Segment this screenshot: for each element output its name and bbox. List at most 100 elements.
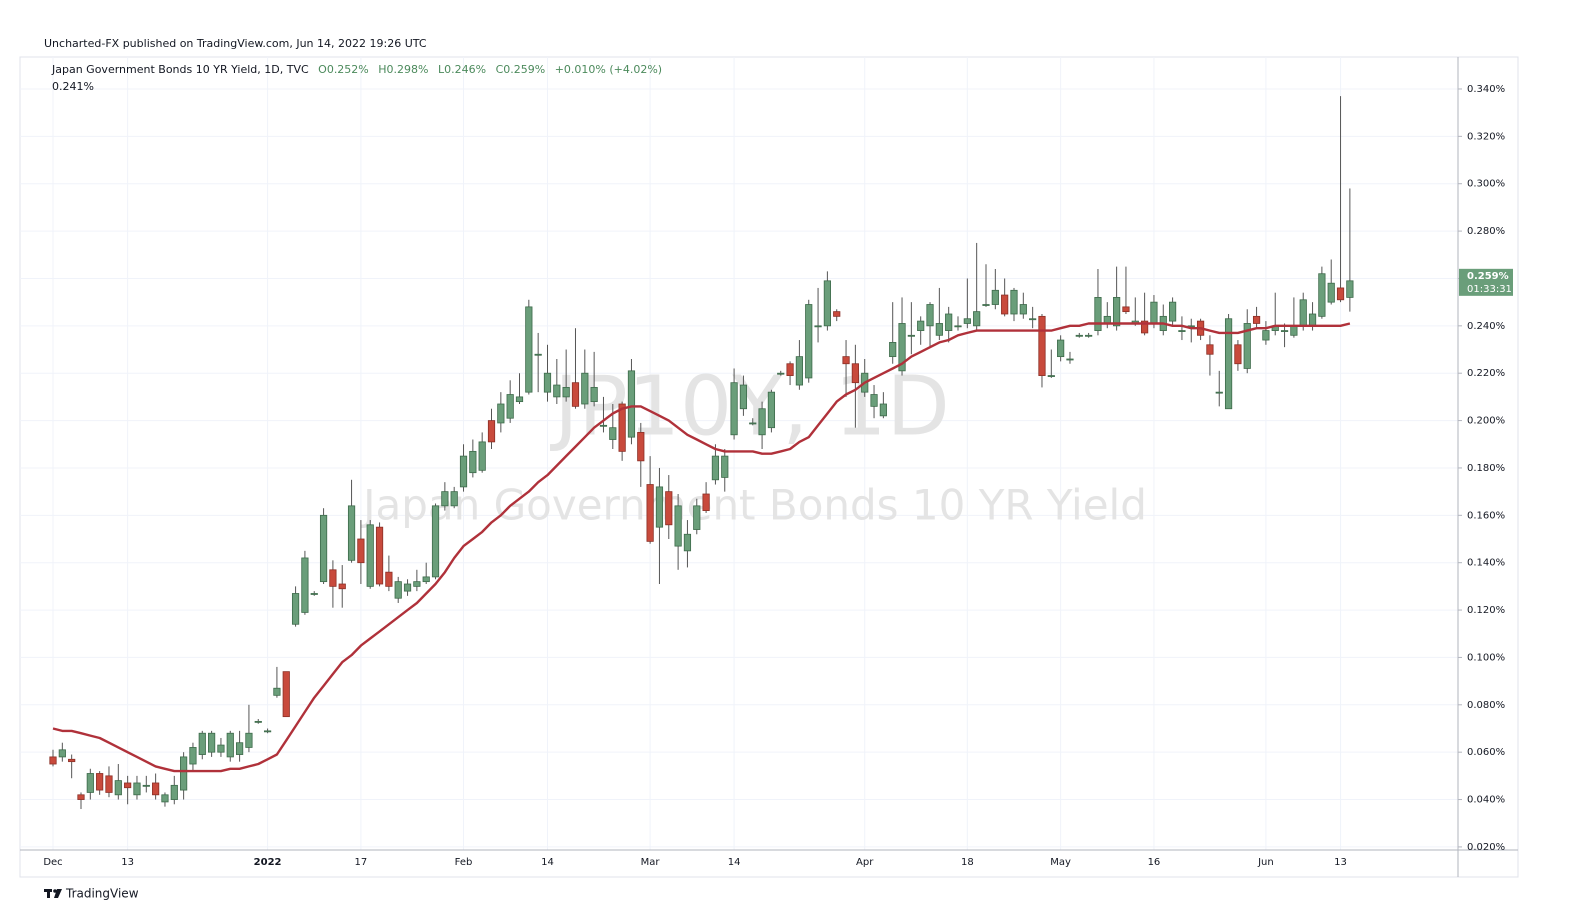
candle-body bbox=[1169, 301, 1177, 322]
candle-body bbox=[1150, 301, 1158, 324]
candle-body bbox=[77, 794, 85, 800]
candle-body bbox=[982, 304, 990, 306]
legend-change: +0.010% (+4.02%) bbox=[555, 63, 662, 76]
candle-body bbox=[263, 730, 272, 733]
y-tick-label: 0.280% bbox=[1467, 226, 1505, 237]
candle-body bbox=[431, 505, 440, 578]
candle-body bbox=[851, 363, 859, 384]
candle-body bbox=[758, 408, 766, 436]
candle-body bbox=[935, 323, 943, 336]
candle-body bbox=[1262, 330, 1270, 341]
plot bbox=[49, 96, 1354, 810]
candle-body bbox=[1029, 318, 1037, 321]
candle-body bbox=[1094, 297, 1102, 331]
candle-body bbox=[133, 782, 141, 796]
watermark: JP10Y, 1D bbox=[549, 359, 950, 454]
candle-body bbox=[543, 372, 552, 393]
candle-body bbox=[730, 382, 738, 436]
candle-body bbox=[1038, 315, 1046, 376]
publisher: Uncharted-FX published on TradingView.co… bbox=[44, 37, 427, 50]
candle-body bbox=[702, 493, 710, 511]
y-tick-label: 0.200% bbox=[1467, 416, 1505, 427]
candle-body bbox=[1010, 289, 1018, 315]
candle-body bbox=[226, 732, 234, 758]
candle-body bbox=[562, 387, 570, 398]
candle-body bbox=[1047, 375, 1055, 377]
y-tick-label: 0.340% bbox=[1467, 84, 1505, 95]
candle-body bbox=[683, 533, 692, 552]
candle-body bbox=[506, 394, 514, 419]
candle-body bbox=[413, 581, 421, 587]
candle-body bbox=[124, 782, 132, 789]
candle-body bbox=[301, 557, 309, 613]
candle-body bbox=[319, 514, 328, 583]
candle-body bbox=[273, 687, 281, 696]
candle-body bbox=[665, 491, 673, 526]
candle-body bbox=[1327, 282, 1335, 303]
legend: Japan Government Bonds 10 YR Yield, 1D, … bbox=[51, 63, 662, 76]
candle-body bbox=[973, 311, 981, 327]
candle-body bbox=[1085, 334, 1093, 337]
candle-body bbox=[1113, 297, 1121, 327]
candle-body bbox=[161, 794, 169, 803]
candle-body bbox=[1308, 313, 1317, 327]
candle-body bbox=[105, 775, 113, 793]
grid bbox=[20, 57, 1458, 850]
candle-body bbox=[1318, 273, 1326, 317]
candle-body bbox=[833, 311, 841, 317]
candle-body bbox=[954, 325, 962, 328]
x-tick-label: Feb bbox=[455, 857, 473, 868]
y-tick-label: 0.140% bbox=[1467, 558, 1505, 569]
candle-body bbox=[357, 538, 365, 564]
candle-body bbox=[1290, 325, 1298, 336]
candle-body bbox=[68, 758, 76, 763]
watermark-subtitle: Japan Government Bonds 10 YR Yield bbox=[360, 481, 1147, 530]
candle-body bbox=[534, 353, 542, 356]
candle-body bbox=[86, 773, 94, 793]
x-tick-label: Dec bbox=[43, 857, 62, 868]
candle-body bbox=[1178, 330, 1186, 332]
legend-high: H0.298% bbox=[378, 63, 428, 76]
y-tick-label: 0.040% bbox=[1467, 795, 1505, 806]
candle-body bbox=[1122, 306, 1130, 313]
candle-body bbox=[1234, 344, 1242, 365]
candle-body bbox=[721, 455, 729, 478]
candle-body bbox=[627, 370, 636, 438]
candle-body bbox=[282, 671, 290, 718]
candle-body bbox=[889, 342, 897, 358]
candle-body bbox=[1066, 358, 1074, 361]
x-tick-label: 14 bbox=[541, 857, 554, 868]
candle-body bbox=[571, 382, 580, 407]
y-tick-label: 0.180% bbox=[1467, 463, 1505, 474]
candle-body bbox=[245, 732, 253, 748]
x-tick-label: 17 bbox=[355, 857, 368, 868]
x-tick-label: 16 bbox=[1148, 857, 1161, 868]
candle-body bbox=[693, 505, 701, 530]
x-tick-label: 18 bbox=[961, 857, 974, 868]
candle-body bbox=[805, 304, 813, 379]
candle-body bbox=[711, 455, 720, 481]
candle-body bbox=[487, 420, 496, 443]
candle-body bbox=[795, 356, 804, 386]
candle-body bbox=[767, 391, 776, 429]
candle-body bbox=[114, 780, 122, 796]
candle-body bbox=[96, 773, 104, 791]
legend-low: L0.246% bbox=[438, 63, 486, 76]
x-tick-label: May bbox=[1050, 857, 1071, 868]
candle-body bbox=[469, 450, 477, 474]
legend-title: Japan Government Bonds 10 YR Yield, 1D, … bbox=[51, 63, 309, 76]
candle-body bbox=[1019, 304, 1027, 315]
candle-body bbox=[1336, 287, 1345, 301]
candle-body bbox=[170, 784, 178, 800]
candle-body bbox=[291, 593, 300, 625]
candle-body bbox=[917, 320, 925, 331]
y-tick-label: 0.120% bbox=[1467, 605, 1505, 616]
y-tick-label: 0.220% bbox=[1467, 368, 1505, 379]
candle-body bbox=[898, 323, 906, 372]
candle-body bbox=[422, 576, 430, 583]
candle-body bbox=[142, 784, 150, 787]
candle-body bbox=[49, 756, 57, 765]
candle-body bbox=[842, 356, 850, 365]
y-tick-label: 0.020% bbox=[1467, 842, 1505, 853]
candle-body bbox=[450, 491, 458, 507]
